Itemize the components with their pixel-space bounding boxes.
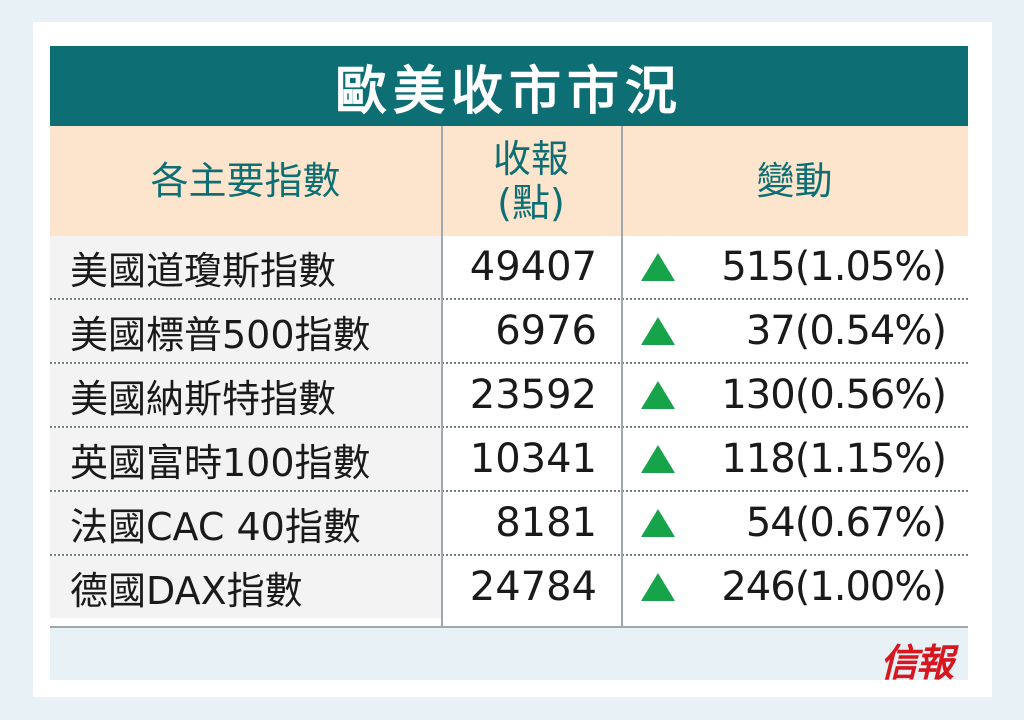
- index-name: 美國納斯特指數: [50, 364, 441, 426]
- page-title: 歐美收市市況: [334, 61, 683, 122]
- close-value: 23592: [469, 372, 597, 418]
- change-cell: 37(0.54%): [621, 300, 968, 362]
- table-header: 各主要指數 收報 (點) 變動: [50, 126, 968, 236]
- up-triangle-icon: [641, 509, 675, 537]
- column-divider: [621, 126, 623, 626]
- change-cell: 54(0.67%): [621, 492, 968, 554]
- table-row: 美國納斯特指數 23592 130(0.56%): [50, 364, 968, 428]
- change-cell: 246(1.00%): [621, 556, 968, 618]
- header-close: 收報 (點): [441, 126, 621, 236]
- close-value: 10341: [469, 436, 597, 482]
- change-value: 118(1.15%): [721, 436, 947, 482]
- change-cell: 130(0.56%): [621, 364, 968, 426]
- up-triangle-icon: [641, 253, 675, 281]
- brand-logo: 信報: [879, 640, 954, 685]
- table-row: 法國CAC 40指數 8181 54(0.67%): [50, 492, 968, 556]
- index-name: 美國標普500指數: [50, 300, 441, 362]
- up-triangle-icon: [641, 573, 675, 601]
- close-value: 6976: [495, 308, 597, 354]
- close-value: 24784: [469, 564, 597, 610]
- index-name: 美國道瓊斯指數: [50, 236, 441, 298]
- market-table: 歐美收市市況 各主要指數 收報 (點) 變動 美國道瓊斯指數 49407 515…: [50, 46, 968, 685]
- table-row: 美國標普500指數 6976 37(0.54%): [50, 300, 968, 364]
- index-name: 德國DAX指數: [50, 556, 441, 618]
- up-triangle-icon: [641, 445, 675, 473]
- column-divider: [441, 126, 443, 626]
- change-value: 37(0.54%): [745, 308, 947, 354]
- table-row: 英國富時100指數 10341 118(1.15%): [50, 428, 968, 492]
- header-close-label: 收報: [492, 137, 569, 181]
- header-close-unit: (點): [497, 181, 565, 225]
- market-summary-card: 歐美收市市況 各主要指數 收報 (點) 變動 美國道瓊斯指數 49407 515…: [33, 22, 992, 697]
- table-row: 德國DAX指數 24784 246(1.00%): [50, 556, 968, 620]
- change-cell: 515(1.05%): [621, 236, 968, 298]
- change-value: 246(1.00%): [721, 564, 947, 610]
- header-index-label: 各主要指數: [150, 159, 341, 203]
- change-value: 515(1.05%): [721, 244, 947, 290]
- up-triangle-icon: [641, 381, 675, 409]
- index-name: 英國富時100指數: [50, 428, 441, 490]
- close-value: 49407: [469, 244, 597, 290]
- up-triangle-icon: [641, 317, 675, 345]
- header-change: 變動: [621, 126, 968, 236]
- header-change-label: 變動: [756, 159, 833, 203]
- header-index: 各主要指數: [50, 126, 441, 236]
- title-bar: 歐美收市市況: [50, 46, 968, 126]
- table-row: 美國道瓊斯指數 49407 515(1.05%): [50, 236, 968, 300]
- change-value: 54(0.67%): [745, 500, 947, 546]
- table-footer: 信報: [50, 626, 968, 685]
- close-value: 8181: [495, 500, 597, 546]
- change-value: 130(0.56%): [721, 372, 947, 418]
- change-cell: 118(1.15%): [621, 428, 968, 490]
- index-name: 法國CAC 40指數: [50, 492, 441, 554]
